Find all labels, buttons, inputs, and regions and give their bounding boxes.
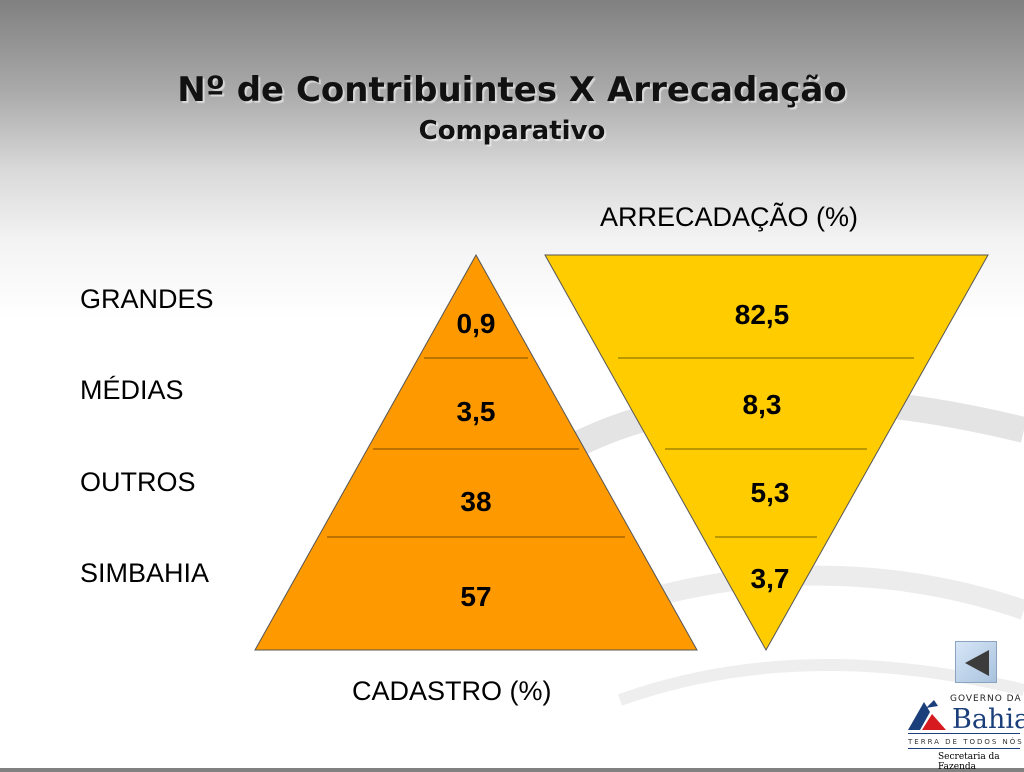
logo-motto: TERRA DE TODOS NÓS	[908, 738, 1024, 746]
category-label-outros: OUTROS	[80, 467, 196, 497]
logo-divider	[908, 733, 1020, 734]
back-arrow-icon	[965, 650, 989, 676]
logo-top-text: GOVERNO DA	[950, 694, 1022, 704]
arrecadacao-value-simbahia: 3,7	[751, 563, 790, 594]
category-label-medias: MÉDIAS	[80, 375, 184, 405]
arrecadacao-value-outros: 5,3	[751, 477, 790, 508]
cadastro-value-medias: 3,5	[457, 396, 496, 427]
cadastro-value-outros: 38	[460, 486, 491, 517]
logo-divider	[908, 748, 1020, 749]
logo-name: Bahia	[952, 704, 1024, 735]
logo-department: Secretaria da Fazenda	[938, 752, 1000, 772]
cadastro-pyramid	[254, 253, 698, 651]
cadastro-value-grandes: 0,9	[457, 308, 496, 339]
previous-slide-button[interactable]	[955, 641, 997, 683]
arrecadacao-inverted-pyramid	[544, 254, 989, 652]
arrecadacao-value-medias: 8,3	[743, 389, 782, 420]
page-title: Nº de Contribuintes X Arrecadação	[177, 70, 847, 110]
category-label-grandes: GRANDES	[80, 284, 214, 314]
page-subtitle: Comparativo	[418, 116, 606, 146]
cadastro-value-simbahia: 57	[460, 581, 491, 612]
arrecadacao-label: ARRECADAÇÃO (%)	[600, 202, 859, 232]
bahia-flag-icon	[908, 700, 946, 730]
arrecadacao-value-grandes: 82,5	[735, 299, 790, 330]
cadastro-label: CADASTRO (%)	[352, 676, 552, 706]
governo-bahia-logo: GOVERNO DA Bahia TERRA DE TODOS NÓS Secr…	[898, 690, 1024, 772]
category-label-simbahia: SIMBAHIA	[80, 558, 210, 588]
